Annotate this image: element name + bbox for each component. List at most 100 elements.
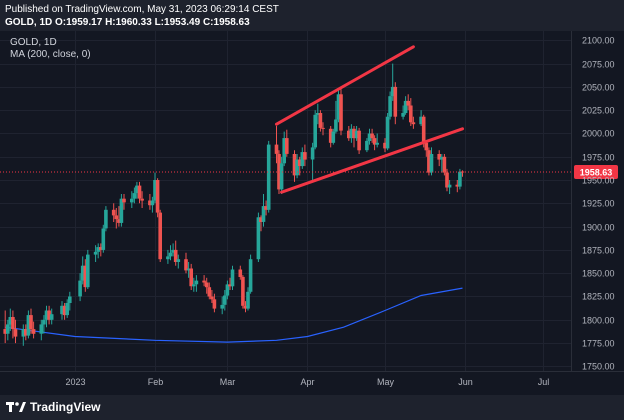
time-axis[interactable]: 2023 Feb Mar Apr May Jun Jul [65, 377, 549, 387]
candle-body [385, 116, 390, 149]
candle-body [238, 269, 243, 277]
ma-200-line [5, 287, 463, 343]
candle-body [168, 252, 173, 257]
price-tick-label: 2025.00 [582, 106, 615, 116]
candle-body [383, 142, 387, 149]
candle-body [202, 280, 206, 283]
price-tick-label: 1900.00 [582, 223, 615, 233]
published-line: Published on TradingView.com, May 31, 20… [5, 4, 279, 15]
ohlc-low-key: L: [154, 17, 165, 28]
candle-body [65, 303, 69, 316]
candle-body [122, 198, 126, 203]
candle-body [39, 324, 44, 334]
ohlc-close-key: C: [202, 17, 214, 28]
ohlc-low-value: 1953.49 [164, 17, 201, 28]
ohlc-open: O:1959.17 [55, 17, 102, 28]
candle-body [266, 144, 271, 210]
candle-body [318, 113, 323, 128]
candle-body [3, 329, 7, 334]
candle-body [176, 259, 181, 262]
time-tick-label: Jun [458, 377, 473, 387]
candle-body [119, 198, 124, 223]
candle-body [347, 130, 351, 139]
brand[interactable]: TradingView [6, 400, 100, 414]
trendline-upper-channel[interactable] [275, 45, 415, 126]
candle-body [321, 127, 325, 129]
candle-body [248, 259, 253, 292]
candle-body [419, 116, 423, 125]
candle-body [204, 282, 209, 288]
time-tick-label: May [377, 377, 395, 387]
price-tick-label: 1875.00 [582, 246, 615, 256]
ohlc-high-value: 1960.33 [115, 17, 152, 28]
candle-body [93, 251, 98, 255]
trendlines-layer[interactable] [275, 45, 464, 194]
ohlc-high: H:1960.33 [105, 17, 152, 28]
price-axis[interactable]: 2100.00 2075.00 2050.00 2025.00 2000.00 1975.… [582, 36, 615, 372]
candle-body [212, 299, 217, 309]
candle-body [47, 310, 51, 320]
time-tick-label: Apr [300, 377, 314, 387]
candle-body [316, 113, 320, 115]
candle-body [111, 209, 116, 216]
symbol-interval: GOLD, 1D [5, 17, 53, 28]
candle-body [130, 198, 134, 203]
candle-body [132, 193, 137, 199]
candle-body [228, 284, 232, 287]
candle-body [96, 247, 100, 252]
ohlc-low: L:1953.49 [155, 17, 201, 28]
candle-body [29, 315, 33, 330]
candle-body [447, 184, 452, 188]
candle-body [352, 128, 356, 139]
time-tick-label: Feb [148, 377, 164, 387]
legend-ma[interactable]: MA (200, close, 0) [10, 49, 91, 60]
candle-body [186, 268, 191, 271]
candle-body [339, 94, 343, 131]
candle-body [6, 324, 10, 334]
candle-body [259, 217, 263, 222]
candle-body [11, 317, 15, 330]
price-tick-label: 1825.00 [582, 292, 615, 302]
candle-body [442, 156, 447, 173]
candles-layer [3, 63, 465, 346]
ohlc-open-key: O: [55, 17, 67, 28]
candle-body [207, 287, 212, 297]
candle-body [31, 329, 36, 334]
price-chart[interactable]: 1958.63 2100.00 2075.00 2050.00 2025.00 2000… [0, 31, 624, 395]
trendline-lower-channel[interactable] [280, 127, 464, 194]
candle-body [295, 159, 299, 176]
candle-body [370, 133, 374, 139]
price-tick-label: 1975.00 [582, 153, 615, 163]
candle-body [135, 185, 139, 194]
time-tick-label: Mar [220, 377, 236, 387]
legend-symbol[interactable]: GOLD, 1D [10, 37, 57, 48]
candle-body [427, 150, 431, 173]
candle-body [194, 280, 199, 285]
candle-body [137, 185, 142, 199]
candle-body [114, 215, 119, 220]
candle-body [21, 329, 26, 337]
candle-body [297, 159, 302, 166]
candle-body [86, 254, 90, 288]
candle-body [274, 144, 279, 154]
candle-body [285, 138, 289, 154]
candle-body [42, 319, 46, 325]
price-tick-label: 1775.00 [582, 339, 615, 349]
price-tick-label: 1925.00 [582, 199, 615, 209]
candle-body [429, 154, 434, 173]
candle-body [153, 180, 157, 201]
candle-body [303, 152, 307, 160]
time-tick-label: Jul [538, 377, 550, 387]
last-price-label: 1958.63 [580, 168, 613, 178]
candle-body [388, 96, 392, 117]
candle-body [409, 105, 413, 123]
ohlc-open-value: 1959.17 [66, 17, 103, 28]
candle-body [406, 100, 410, 106]
chart-background [0, 31, 624, 395]
candle-body [282, 138, 286, 164]
brand-name: TradingView [30, 400, 101, 414]
ohlc-close: C:1958.63 [203, 17, 250, 28]
last-price-tag [574, 165, 618, 179]
candle-body [60, 305, 64, 315]
candle-body [328, 128, 333, 143]
